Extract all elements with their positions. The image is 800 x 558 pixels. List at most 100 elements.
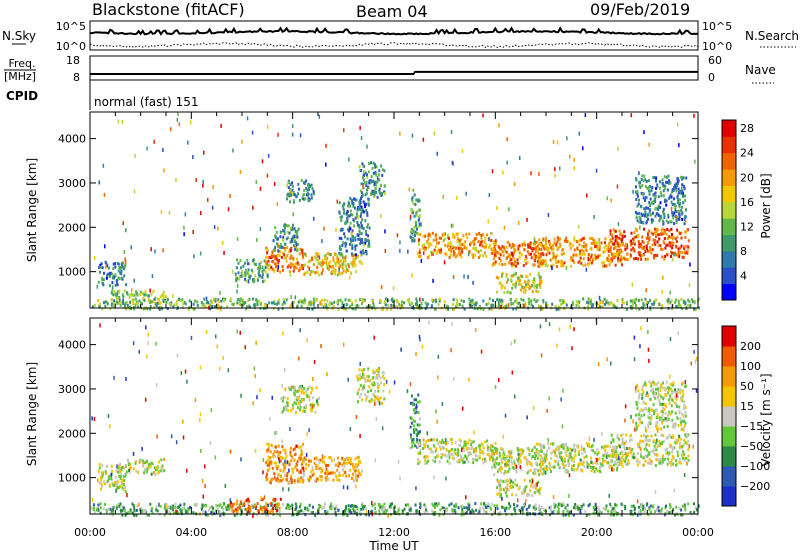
cell-12 xyxy=(668,402,670,405)
cell-sparse xyxy=(617,185,619,189)
nave-tick-top: 60 xyxy=(708,54,722,67)
cell-12 xyxy=(641,414,643,417)
cell-15 xyxy=(641,178,643,181)
cell-sparse xyxy=(651,188,653,192)
cell-11 xyxy=(501,263,503,266)
cell-7 xyxy=(365,230,367,233)
cell-7 xyxy=(366,226,368,229)
cell-2 xyxy=(294,453,296,456)
cell-10 xyxy=(495,239,497,242)
cell-16 xyxy=(390,304,392,307)
cell-5 xyxy=(350,271,352,274)
cell-13 xyxy=(621,239,623,242)
cell-7 xyxy=(356,212,358,215)
cell-sparse xyxy=(252,206,254,210)
cell-10 xyxy=(465,233,467,236)
cell-16 xyxy=(408,301,410,304)
cell-12 xyxy=(555,256,557,259)
cell-16 xyxy=(453,298,455,301)
cell-3 xyxy=(342,468,344,471)
cell-2 xyxy=(289,463,291,466)
cell-7 xyxy=(417,458,419,461)
cell-0 xyxy=(118,486,120,489)
cell-7 xyxy=(456,453,458,456)
cell-10 xyxy=(662,454,664,457)
cell-12 xyxy=(642,391,644,394)
cell-8 xyxy=(365,184,367,187)
cell-16 xyxy=(560,303,562,306)
cell-5 xyxy=(329,253,331,256)
cell-3 xyxy=(339,462,341,465)
cell-9 xyxy=(419,208,421,211)
cell-12 xyxy=(668,390,670,393)
cell-10 xyxy=(655,453,657,456)
cell-4 xyxy=(287,397,289,400)
cell-14 xyxy=(501,286,503,289)
cell-10 xyxy=(677,451,679,454)
cpid-label: CPID xyxy=(6,89,38,103)
cell-12 xyxy=(544,259,546,262)
cell-11 xyxy=(537,265,539,268)
cell-2 xyxy=(247,262,249,265)
cell-sparse xyxy=(488,237,490,241)
cell-2 xyxy=(264,279,266,282)
cell-12 xyxy=(669,394,671,397)
cell-15 xyxy=(667,188,669,191)
cell-13 xyxy=(684,236,686,239)
cell-10 xyxy=(476,233,478,236)
cell-sparse xyxy=(588,257,590,261)
cell-sparse xyxy=(277,133,279,137)
cell-sparse xyxy=(453,275,455,279)
cell-2 xyxy=(277,473,279,476)
y-tick-label: 4000 xyxy=(58,133,86,146)
cell-16 xyxy=(113,299,115,302)
cell-1 xyxy=(128,469,130,472)
cell-14 xyxy=(537,290,539,293)
cell-sparse xyxy=(175,178,177,182)
cell-7 xyxy=(355,253,357,256)
cell-12 xyxy=(589,261,591,264)
cell-13 xyxy=(648,238,650,241)
cell-9 xyxy=(548,462,550,465)
cell-15 xyxy=(682,201,684,204)
cell-3 xyxy=(286,260,288,263)
cell-5 xyxy=(326,257,328,260)
cell-7 xyxy=(359,242,361,245)
cell-0 xyxy=(118,475,120,478)
cell-13 xyxy=(613,228,615,231)
cell-7 xyxy=(449,462,451,465)
cell-sparse xyxy=(508,207,510,211)
freq-nave-panel: Freq. [MHz] 18 8 60 0 Nave xyxy=(4,54,776,84)
cell-9 xyxy=(609,445,611,448)
cell-3 xyxy=(328,456,330,459)
cell-4 xyxy=(282,236,284,239)
cell-1 xyxy=(122,295,124,298)
cell-16 xyxy=(489,297,491,300)
power-colorbar-tick: 28 xyxy=(740,122,754,135)
cell-sparse xyxy=(610,199,612,203)
cell-11 xyxy=(538,489,540,492)
cell-11 xyxy=(524,259,526,262)
cell-7 xyxy=(360,215,362,218)
cell-10 xyxy=(627,459,629,462)
cell-7 xyxy=(481,442,483,445)
cell-7 xyxy=(472,461,474,464)
cell-13 xyxy=(664,247,666,250)
cell-1 xyxy=(145,290,147,293)
cell-7 xyxy=(367,234,369,237)
cell-5 xyxy=(333,268,335,271)
cell-8 xyxy=(383,169,385,172)
cell-8 xyxy=(491,449,493,452)
cell-5 xyxy=(383,383,385,386)
cell-2 xyxy=(262,273,264,276)
cell-sparse xyxy=(685,219,687,223)
cell-10 xyxy=(647,461,649,464)
cell-8 xyxy=(375,187,377,190)
cell-7 xyxy=(450,453,452,456)
cell-16 xyxy=(104,305,106,308)
cell-16 xyxy=(181,298,183,301)
cell-5 xyxy=(380,382,382,385)
cell-10 xyxy=(620,452,622,455)
cell-16 xyxy=(313,298,315,301)
cell-12 xyxy=(593,257,595,260)
